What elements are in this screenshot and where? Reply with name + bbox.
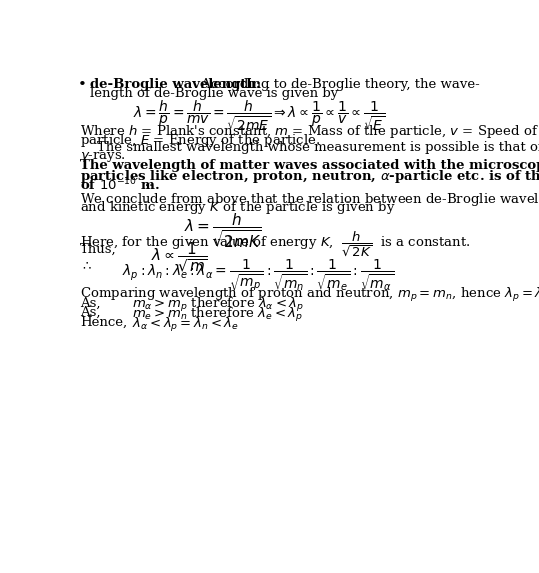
Text: According to de-Broglie theory, the wave-: According to de-Broglie theory, the wave… [197,79,480,92]
Text: Comparing wavelength of proton and neutron, $m_p = m_n$, hence $\lambda_p = \lam: Comparing wavelength of proton and neutr… [80,286,539,304]
Text: As,: As, [80,306,100,319]
Text: $\lambda_\alpha < \lambda_p = \lambda_n < \lambda_e$: $\lambda_\alpha < \lambda_p = \lambda_n … [132,316,239,334]
Text: Here, for the given value of energy $K$,  $\dfrac{h}{\sqrt{2K}}$  is a constant.: Here, for the given value of energy $K$,… [80,230,471,259]
Text: •: • [78,79,87,92]
Text: We conclude from above that the relation between de-Broglie wavelength $\lambda$: We conclude from above that the relation… [80,191,539,207]
Text: $\lambda = \dfrac{h}{p} = \dfrac{h}{mv} = \dfrac{h}{\sqrt{2mE}} \Rightarrow \lam: $\lambda = \dfrac{h}{p} = \dfrac{h}{mv} … [134,99,385,133]
Text: $\lambda_p : \lambda_n : \lambda_e : \lambda_\alpha = \dfrac{1}{\sqrt{m_p}} : \d: $\lambda_p : \lambda_n : \lambda_e : \la… [122,257,393,293]
Text: $\gamma$-rays.: $\gamma$-rays. [80,150,126,164]
Text: particles like electron, proton, neutron, $\alpha$-particle etc. is of the order: particles like electron, proton, neutron… [80,167,539,185]
Text: $m_\alpha > m_p$ therefore $\lambda_\alpha < \lambda_p$: $m_\alpha > m_p$ therefore $\lambda_\alp… [132,296,304,315]
Text: of $10^{-10}$ m.: of $10^{-10}$ m. [80,176,160,193]
Text: As,: As, [80,296,100,309]
Text: and kinetic energy $K$ of the particle is given by: and kinetic energy $K$ of the particle i… [80,199,396,217]
Text: $\lambda \propto \dfrac{1}{\sqrt{m}}$: $\lambda \propto \dfrac{1}{\sqrt{m}}$ [151,240,208,274]
Text: Hence,: Hence, [80,316,127,329]
Text: length of de-Broglie wave is given by: length of de-Broglie wave is given by [91,87,338,100]
Text: $m_e > m_n$ therefore $\lambda_e < \lambda_p$: $m_e > m_n$ therefore $\lambda_e < \lamb… [132,306,303,324]
Text: Thus,: Thus, [80,242,116,256]
Text: Where $h$ = Plank's constant, $m$ = Mass of the particle, $v$ = Speed of the: Where $h$ = Plank's constant, $m$ = Mass… [80,123,539,140]
Text: ..: .. [132,176,154,190]
Text: $\therefore$: $\therefore$ [80,260,92,273]
Text: $\lambda = \dfrac{h}{\sqrt{2mK}}$: $\lambda = \dfrac{h}{\sqrt{2mK}}$ [184,211,262,250]
Text: de-Broglie wavelength:: de-Broglie wavelength: [91,79,261,92]
Text: The smallest wavelength whose measurement is possible is that of: The smallest wavelength whose measuremen… [96,141,539,154]
Text: The wavelength of matter waves associated with the microscopic: The wavelength of matter waves associate… [80,159,539,172]
Text: particle, $E$ = Energy of the particle.: particle, $E$ = Energy of the particle. [80,132,320,149]
